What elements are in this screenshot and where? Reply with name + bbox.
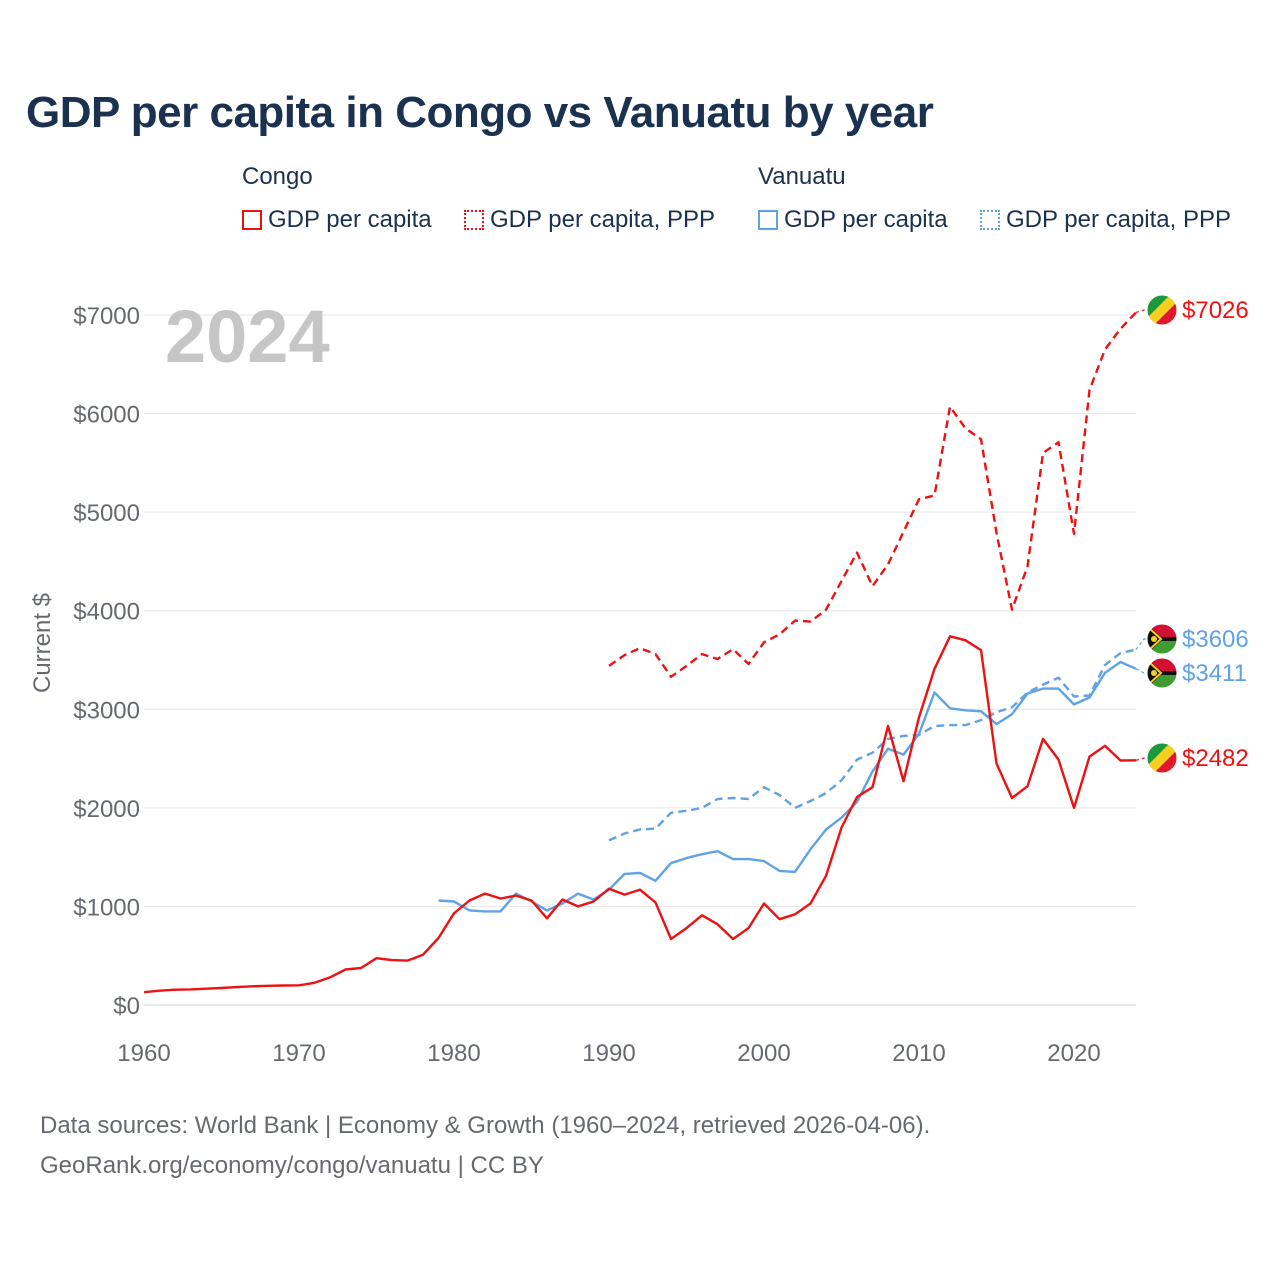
- legend-group-vanuatu: Vanuatu: [758, 163, 846, 190]
- x-tick-label: 1970: [272, 1040, 325, 1067]
- legend-vanuatu-gdp-ppp[interactable]: GDP per capita, PPP: [980, 205, 1231, 235]
- series-line-0: [608, 311, 1137, 678]
- legend-label: GDP per capita, PPP: [490, 206, 715, 233]
- legend-swatch-solid-blue: [758, 210, 778, 230]
- legend-swatch-dotted-blue: [980, 210, 1000, 230]
- legend-vanuatu-gdp[interactable]: GDP per capita: [758, 205, 948, 235]
- end-value-label: $2482: [1182, 745, 1249, 772]
- legend-group-congo: Congo: [242, 163, 313, 190]
- footer-link[interactable]: GeoRank.org/economy/congo/vanuatu | CC B…: [40, 1152, 544, 1179]
- y-tick-label: $4000: [73, 599, 140, 626]
- legend-swatch-solid-red: [242, 210, 262, 230]
- x-tick-label: 1990: [582, 1040, 635, 1067]
- line-chart: 2024 Current $ $0 $1000 $2000 $3000 $4000 $50…: [29, 294, 1249, 1067]
- congo-flag-icon: [1146, 294, 1178, 326]
- series-line-3: [143, 635, 1137, 994]
- legend-congo-gdp[interactable]: GDP per capita: [242, 205, 432, 235]
- y-tick-label: $3000: [73, 697, 140, 724]
- y-tick-label: $0: [113, 993, 140, 1020]
- series-line-1: [608, 648, 1137, 842]
- chart-title: GDP per capita in Congo vs Vanuatu by ye…: [26, 88, 934, 137]
- y-tick-label: $1000: [73, 894, 140, 921]
- footer-sources: Data sources: World Bank | Economy & Gro…: [40, 1112, 931, 1139]
- legend-swatch-dotted-red: [464, 210, 484, 230]
- year-watermark: 2024: [165, 295, 330, 378]
- x-tick-label: 1960: [117, 1040, 170, 1067]
- legend-label: GDP per capita, PPP: [1006, 206, 1231, 233]
- series-line-2: [438, 660, 1137, 913]
- y-tick-label: $2000: [73, 796, 140, 823]
- x-tick-label: 2010: [892, 1040, 945, 1067]
- end-label-leader: [1135, 638, 1148, 650]
- y-tick-label: $7000: [73, 303, 140, 330]
- y-tick-label: $5000: [73, 500, 140, 527]
- vanuatu-flag-icon: [1146, 623, 1178, 655]
- end-value-label: $7026: [1182, 297, 1249, 324]
- end-value-label: $3411: [1182, 660, 1247, 687]
- vanuatu-flag-icon: [1146, 657, 1178, 689]
- end-value-label: $3606: [1182, 626, 1249, 653]
- x-tick-label: 2000: [737, 1040, 790, 1067]
- y-tick-label: $6000: [73, 402, 140, 429]
- y-axis-label: Current $: [29, 593, 56, 693]
- legend-label: GDP per capita: [268, 206, 432, 233]
- end-label-leader: [1135, 668, 1148, 674]
- x-tick-label: 2020: [1047, 1040, 1100, 1067]
- end-label-leader: [1135, 757, 1148, 761]
- legend-congo-gdp-ppp[interactable]: GDP per capita, PPP: [464, 205, 715, 235]
- end-label-leader: [1135, 309, 1148, 314]
- footer: Data sources: World Bank | Economy & Gro…: [40, 1106, 930, 1186]
- legend-label: GDP per capita: [784, 206, 948, 233]
- congo-flag-icon: [1146, 742, 1178, 774]
- x-tick-label: 1980: [427, 1040, 480, 1067]
